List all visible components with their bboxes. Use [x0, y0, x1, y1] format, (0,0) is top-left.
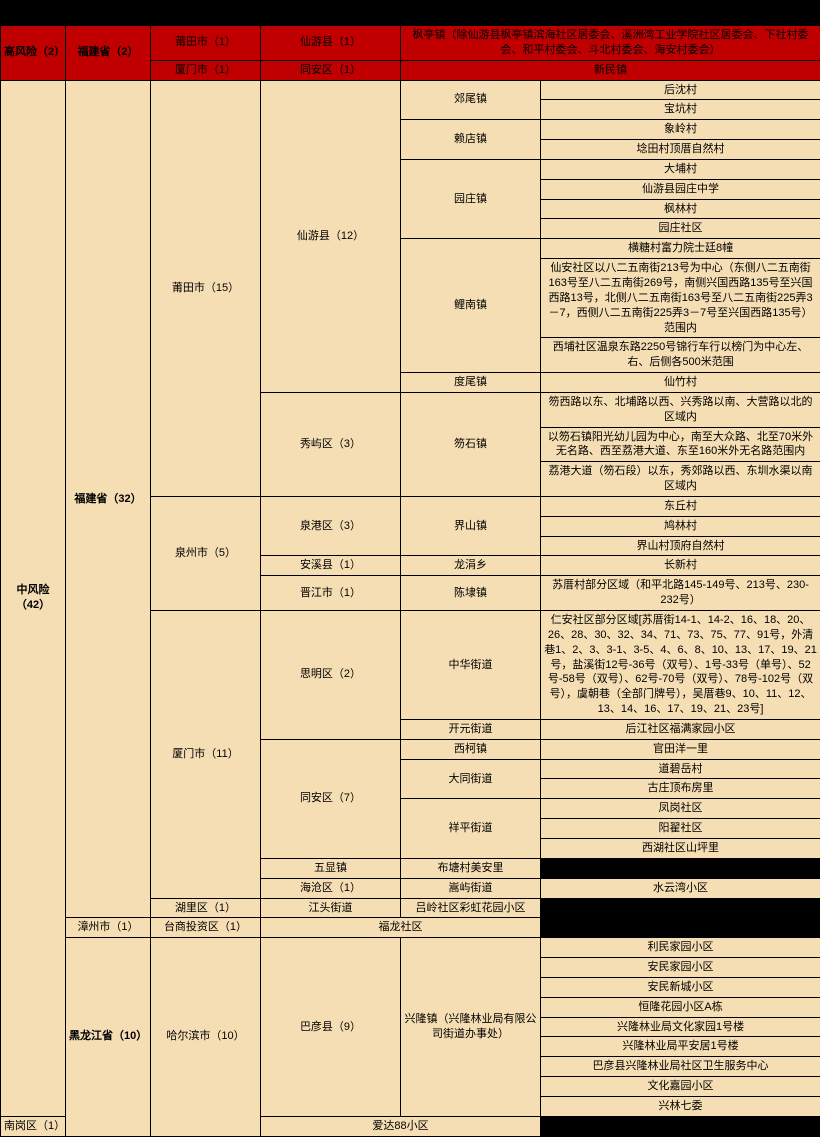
- yz4: 园庄社区: [541, 219, 820, 239]
- xk-town: 西柯镇: [401, 739, 541, 759]
- yz3: 枫林村: [541, 199, 820, 219]
- xl4: 恒隆花园小区A栋: [541, 997, 820, 1017]
- hr-city1: 莆田市（1）: [151, 26, 261, 61]
- xp3: 西湖社区山坪里: [541, 838, 820, 858]
- ng-dist: 南岗区（1）: [1, 1116, 66, 1136]
- xl8: 文化嘉园小区: [541, 1077, 820, 1097]
- xl9: 兴林七委: [541, 1096, 820, 1116]
- xl3: 安民新城小区: [541, 977, 820, 997]
- xm-city: 厦门市（11）: [151, 611, 261, 899]
- hr-area2: 新民镇: [401, 60, 820, 80]
- wx1: 布塘村美安里: [401, 858, 541, 878]
- lnC: 西埔社区温泉东路2250号锦行车行以榜门为中心左、右、后侧各500米范围: [541, 338, 820, 373]
- ws1: 笏西路以东、北埔路以西、兴秀路以南、大营路以北的区域内: [541, 392, 820, 427]
- xp2: 阳翟社区: [541, 819, 820, 839]
- lnA: 横糖村富力院士廷8幢: [541, 239, 820, 259]
- lj1: 长新村: [541, 556, 820, 576]
- zz-city: 漳州市（1）: [66, 918, 151, 938]
- xl-town: 兴隆镇（兴隆林业局有限公司街道办事处）: [401, 938, 541, 1117]
- yz2: 仙游县园庄中学: [541, 179, 820, 199]
- jie1: 东丘村: [541, 496, 820, 516]
- lj-town: 龙涓乡: [401, 556, 541, 576]
- heb-city: 哈尔滨市（10）: [151, 938, 261, 1136]
- sj1: 水云湾小区: [541, 878, 820, 898]
- sj-street: 嵩屿街道: [401, 878, 541, 898]
- cd-town: 陈埭镇: [401, 576, 541, 611]
- xl1: 利民家园小区: [541, 938, 820, 958]
- hc-dist: 海沧区（1）: [261, 878, 401, 898]
- sm-dist: 思明区（2）: [261, 611, 401, 740]
- qz-city: 泉州市（5）: [151, 496, 261, 610]
- xiu-dist: 秀屿区（3）: [261, 392, 401, 496]
- hlj-prov: 黑龙江省（10）: [66, 938, 151, 1136]
- ax-county: 安溪县（1）: [261, 556, 401, 576]
- pt-city: 莆田市（15）: [151, 80, 261, 496]
- ws3: 荔港大道（笏石段）以东，秀郊路以西、东圳水渠以南区域内: [541, 462, 820, 497]
- dw1: 仙竹村: [541, 373, 820, 393]
- xl2: 安民家园小区: [541, 958, 820, 978]
- yz-town: 园庄镇: [401, 159, 541, 238]
- fj-prov: 福建省（32）: [66, 80, 151, 918]
- jt1: 吕岭社区彩虹花园小区: [401, 898, 541, 918]
- jie3: 界山村顶府自然村: [541, 536, 820, 556]
- ld2: 埝田村顶厝自然村: [541, 140, 820, 160]
- lnB: 仙安社区以八二五南街213号为中心（东侧八二五南街163号至八二五南街269号，…: [541, 259, 820, 338]
- xk1: 官田洋一里: [541, 739, 820, 759]
- ta-dist: 同安区（7）: [261, 739, 401, 858]
- ln-town: 鲤南镇: [401, 239, 541, 373]
- xp-street: 祥平街道: [401, 799, 541, 859]
- ws-town: 笏石镇: [401, 392, 541, 496]
- zh-street: 中华街道: [401, 611, 541, 720]
- dt2: 古庄顶布房里: [541, 779, 820, 799]
- jw-town: 郊尾镇: [401, 80, 541, 120]
- ts-dist: 台商投资区（1）: [151, 918, 261, 938]
- jie2: 鸠林村: [541, 516, 820, 536]
- jw1: 后沈村: [541, 80, 820, 100]
- zh1: 仁安社区部分区域[苏厝街14-1、14-2、16、18、20、26、28、30、…: [541, 611, 820, 720]
- high-risk-label: 高风险（2）: [1, 26, 66, 81]
- cd1: 苏厝村部分区域（和平北路145-149号、213号、230-232号）: [541, 576, 820, 611]
- hr-area1: 枫亭镇（除仙游县枫亭镇滨海社区居委会、溪洲湾工业学院社区居委会、下社村委会、和平…: [401, 26, 820, 61]
- by-county: 巴彦县（9）: [261, 938, 401, 1117]
- xl6: 兴隆林业局平安居1号楼: [541, 1037, 820, 1057]
- hl-dist: 湖里区（1）: [151, 898, 261, 918]
- jj-city: 晋江市（1）: [261, 576, 401, 611]
- high-prov: 福建省（2）: [66, 26, 151, 81]
- hr-county1: 仙游县（1）: [261, 26, 401, 61]
- med-risk-label: 中风险（42）: [1, 80, 66, 1116]
- ng1: 爱达88小区: [261, 1116, 541, 1136]
- xy-county: 仙游县（12）: [261, 80, 401, 392]
- hr-city2: 厦门市（1）: [151, 60, 261, 80]
- hr-county2: 同安区（1）: [261, 60, 401, 80]
- xl7: 巴彦县兴隆林业局社区卫生服务中心: [541, 1057, 820, 1077]
- ky-street: 开元街道: [401, 719, 541, 739]
- dw-town: 度尾镇: [401, 373, 541, 393]
- ld-town: 赖店镇: [401, 120, 541, 160]
- yz1: 大埔村: [541, 159, 820, 179]
- dt-street: 大同街道: [401, 759, 541, 799]
- jw2: 宝坑村: [541, 100, 820, 120]
- jie-town: 界山镇: [401, 496, 541, 556]
- dt1: 道碧岳村: [541, 759, 820, 779]
- wx-town: 五显镇: [261, 858, 401, 878]
- fl: 福龙社区: [261, 918, 541, 938]
- ld1: 象岭村: [541, 120, 820, 140]
- xp1: 凤岗社区: [541, 799, 820, 819]
- xl5: 兴隆林业局文化家园1号楼: [541, 1017, 820, 1037]
- qg-dist: 泉港区（3）: [261, 496, 401, 556]
- ws2: 以笏石镇阳光幼儿园为中心，南至大众路、北至70米外无名路、西至荔港大道、东至16…: [541, 427, 820, 462]
- ky1: 后江社区福满家园小区: [541, 719, 820, 739]
- jt-street: 江头街道: [261, 898, 401, 918]
